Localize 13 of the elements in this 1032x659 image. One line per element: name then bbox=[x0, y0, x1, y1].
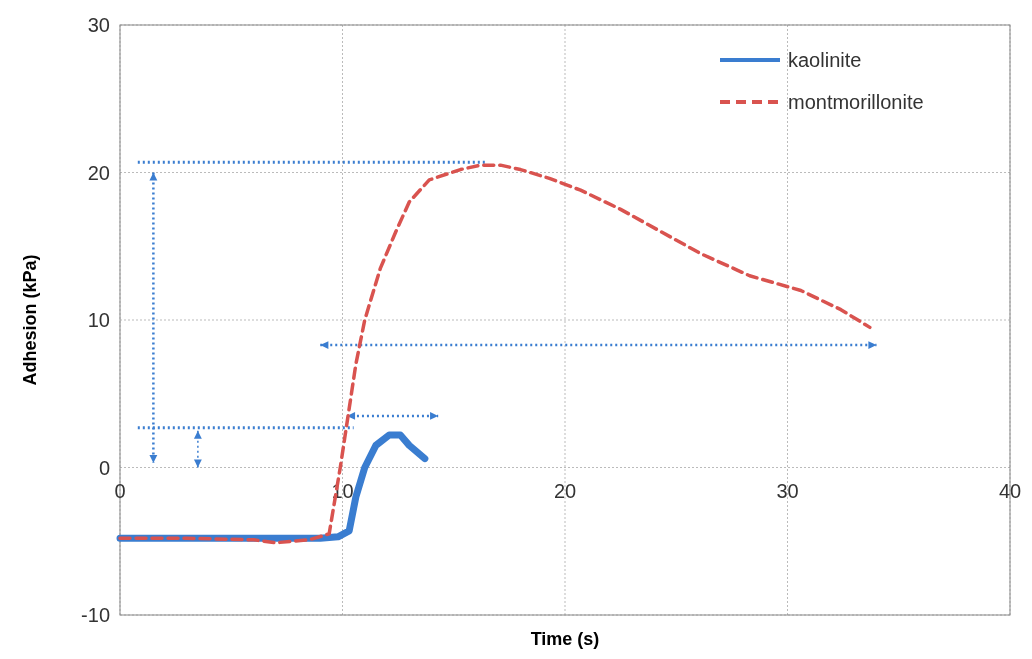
legend-label: montmorillonite bbox=[788, 91, 924, 113]
y-axis-title: Adhesion (kPa) bbox=[20, 254, 40, 386]
y-tick-label: 20 bbox=[87, 161, 110, 184]
x-tick-label: 40 bbox=[998, 479, 1022, 502]
x-tick-label: 20 bbox=[553, 479, 577, 502]
x-axis-title: Time (s) bbox=[530, 629, 600, 649]
y-tick-label: 10 bbox=[87, 309, 110, 331]
y-tick-label: -10 bbox=[81, 604, 110, 626]
y-tick-label: 30 bbox=[87, 14, 110, 36]
x-tick-label: 30 bbox=[776, 479, 799, 502]
legend-label: kaolinite bbox=[788, 49, 862, 71]
x-tick-label: 0 bbox=[114, 479, 126, 502]
y-tick-label: 0 bbox=[98, 456, 110, 479]
